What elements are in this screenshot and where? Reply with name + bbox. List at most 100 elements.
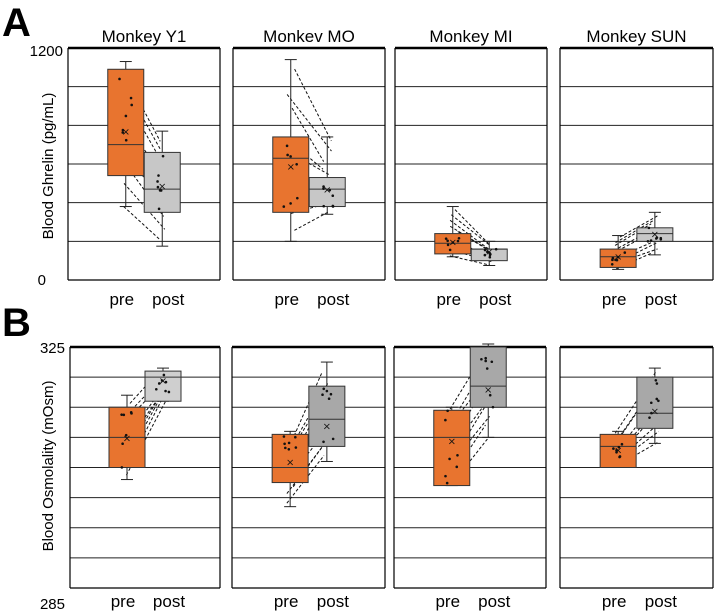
data-point bbox=[322, 387, 326, 391]
data-point bbox=[156, 180, 159, 183]
panel-b-y-axis-label: Blood Osmolality (mOsm) bbox=[40, 381, 57, 552]
box-iqr bbox=[433, 409, 471, 487]
data-point bbox=[331, 204, 335, 208]
connector-line bbox=[617, 431, 659, 462]
data-point bbox=[156, 185, 160, 189]
data-point bbox=[618, 455, 622, 458]
data-point bbox=[331, 194, 335, 197]
data-point bbox=[446, 243, 450, 247]
data-point bbox=[294, 435, 297, 439]
connector-line bbox=[294, 68, 332, 142]
panel-b: pre post××pre post××pre post××pre post×× bbox=[69, 343, 714, 611]
data-point bbox=[325, 389, 329, 393]
data-point bbox=[331, 437, 335, 441]
data-point bbox=[615, 450, 618, 454]
data-point bbox=[659, 236, 663, 240]
mean-marker: × bbox=[123, 433, 131, 444]
data-point bbox=[484, 356, 487, 360]
box-iqr bbox=[308, 177, 346, 208]
mean-marker: × bbox=[159, 376, 167, 387]
box-pre: × bbox=[434, 206, 472, 258]
data-point bbox=[488, 255, 492, 259]
subplot-title: Monkey Y1 bbox=[102, 27, 187, 46]
data-point bbox=[160, 379, 164, 382]
data-point bbox=[157, 382, 161, 385]
data-point bbox=[164, 389, 167, 393]
mean-marker: × bbox=[122, 127, 130, 138]
connector-line bbox=[449, 225, 492, 252]
data-point bbox=[612, 447, 615, 450]
data-point bbox=[282, 205, 286, 208]
data-point bbox=[322, 185, 325, 188]
data-point bbox=[483, 253, 487, 257]
connector-line bbox=[619, 215, 658, 238]
panel-b-y-tick-min: 285 bbox=[40, 596, 65, 611]
data-point bbox=[623, 251, 627, 254]
data-point bbox=[614, 258, 617, 262]
panel-b-y-tick-max: 325 bbox=[40, 340, 65, 357]
data-point bbox=[615, 449, 618, 452]
data-point bbox=[296, 196, 299, 200]
data-point bbox=[159, 189, 163, 192]
x-label-pre: pre bbox=[602, 592, 627, 611]
x-label-pre: pre bbox=[602, 290, 627, 309]
data-point bbox=[648, 416, 651, 419]
data-point bbox=[647, 226, 651, 230]
connector-line bbox=[450, 214, 491, 247]
box-pre: × bbox=[599, 235, 637, 270]
data-point bbox=[164, 380, 168, 384]
box-iqr bbox=[308, 385, 346, 447]
data-point bbox=[321, 393, 324, 397]
mean-marker: × bbox=[323, 185, 331, 196]
data-point bbox=[121, 128, 125, 132]
data-point bbox=[654, 378, 658, 382]
mean-marker: × bbox=[286, 457, 294, 468]
data-point bbox=[289, 202, 292, 205]
box-pre: × bbox=[108, 394, 146, 481]
connector-line bbox=[125, 399, 167, 476]
data-point bbox=[162, 373, 166, 377]
data-point bbox=[616, 255, 620, 259]
data-point bbox=[488, 251, 491, 255]
data-point bbox=[494, 247, 498, 251]
panel-a-y-axis-label: Blood Ghrelin (pg/mL) bbox=[40, 93, 57, 240]
data-point bbox=[322, 187, 325, 190]
box-post: × bbox=[308, 136, 346, 215]
data-point bbox=[649, 239, 653, 242]
mean-marker: × bbox=[651, 406, 659, 417]
x-label-post: post bbox=[479, 290, 511, 309]
data-point bbox=[295, 163, 298, 166]
data-point bbox=[130, 412, 133, 415]
data-point bbox=[457, 236, 461, 240]
data-point bbox=[328, 188, 332, 192]
data-point bbox=[646, 239, 650, 243]
subplot-1: pre post × × bbox=[69, 345, 221, 611]
data-point bbox=[124, 138, 128, 142]
x-label-post: post bbox=[317, 592, 349, 611]
mean-marker: × bbox=[448, 436, 456, 447]
box-post: × bbox=[636, 211, 674, 256]
mean-marker: × bbox=[158, 181, 166, 192]
box-post: × bbox=[308, 361, 346, 462]
data-point bbox=[486, 250, 489, 254]
panel-b-letter: B bbox=[2, 301, 31, 345]
data-point bbox=[456, 239, 460, 243]
subplot-2: Monkev MO pre post × × bbox=[232, 27, 386, 309]
data-point bbox=[655, 382, 659, 385]
data-point bbox=[285, 144, 289, 148]
data-point bbox=[322, 204, 326, 208]
box-post: × bbox=[636, 367, 674, 444]
data-point bbox=[655, 397, 659, 401]
box-post: × bbox=[144, 367, 182, 402]
data-point bbox=[121, 442, 124, 445]
subplot-2: pre post × × bbox=[231, 345, 386, 611]
x-label-post: post bbox=[478, 592, 510, 611]
data-point bbox=[161, 154, 165, 158]
data-point bbox=[294, 446, 298, 449]
box-iqr bbox=[636, 227, 674, 242]
x-label-post: post bbox=[645, 592, 677, 611]
data-point bbox=[155, 387, 158, 391]
data-point bbox=[657, 399, 660, 403]
